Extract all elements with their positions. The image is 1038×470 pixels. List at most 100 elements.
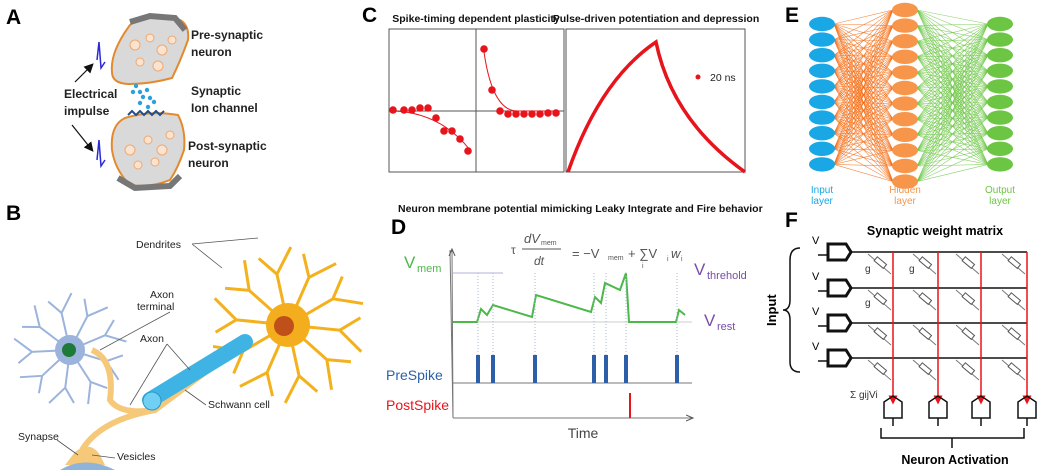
vesicles bbox=[124, 33, 177, 170]
input-buffer bbox=[826, 313, 853, 333]
panel-label-a: A bbox=[6, 6, 21, 29]
neuron-node bbox=[892, 18, 918, 33]
neuron-node bbox=[987, 16, 1013, 32]
layer-label-sub: layer bbox=[989, 196, 1011, 207]
ion bbox=[144, 87, 150, 93]
vesicle bbox=[133, 160, 143, 170]
schwann-cell bbox=[142, 334, 253, 408]
input-buffer bbox=[826, 278, 853, 298]
connection bbox=[916, 117, 989, 182]
ion bbox=[130, 89, 136, 95]
time-label: Time bbox=[568, 425, 599, 441]
eq-dv: dV bbox=[524, 231, 541, 246]
connection bbox=[916, 70, 989, 182]
connection bbox=[833, 9, 894, 134]
layer-label: Input bbox=[811, 185, 833, 196]
neuron-node bbox=[987, 110, 1013, 125]
eq-w: w bbox=[671, 246, 682, 261]
input-label: Input bbox=[764, 294, 779, 326]
stdp-point bbox=[488, 86, 496, 94]
schwann-cell-end bbox=[142, 391, 162, 411]
neuron-node bbox=[892, 65, 918, 80]
memristor bbox=[918, 256, 933, 270]
layer-label-sub: layer bbox=[811, 196, 833, 207]
neuron-node bbox=[892, 49, 918, 64]
eq-w-sub: i bbox=[681, 256, 683, 263]
potentiation-data bbox=[566, 39, 747, 174]
connection bbox=[833, 103, 894, 165]
eq-dt: dt bbox=[534, 254, 545, 268]
neuron-node bbox=[809, 63, 835, 78]
stdp-point bbox=[480, 45, 488, 53]
neuron-node bbox=[987, 32, 1013, 47]
connection bbox=[916, 23, 989, 167]
neuron-node bbox=[987, 157, 1013, 172]
stdp-point bbox=[424, 104, 432, 112]
lif-title: Neuron membrane potential mimicking Leak… bbox=[398, 203, 763, 215]
neuron-node bbox=[809, 79, 835, 94]
conductance-label: g bbox=[865, 298, 871, 309]
ion bbox=[137, 100, 143, 106]
stdp-fit-right bbox=[483, 51, 560, 112]
connection bbox=[833, 9, 894, 56]
legend-20ns: 20 ns bbox=[710, 72, 736, 84]
connection bbox=[916, 23, 989, 135]
prespike-bar bbox=[491, 355, 495, 383]
sum-label: Σ gijVi bbox=[850, 390, 878, 401]
connection bbox=[833, 9, 894, 72]
prespike-bar bbox=[675, 355, 679, 383]
panel-label-f: F bbox=[785, 209, 798, 232]
axon-terminal-label: Axon bbox=[150, 289, 174, 301]
layer-label: Hidden bbox=[889, 185, 921, 196]
postspike-label: PostSpike bbox=[386, 397, 449, 413]
input-label: V bbox=[812, 235, 820, 247]
vesicle bbox=[165, 130, 175, 140]
connection bbox=[916, 23, 989, 58]
vthreshold-sub: threhold bbox=[707, 270, 747, 282]
stdp-fit-left bbox=[391, 110, 471, 151]
orange-neuron-nucleus bbox=[274, 316, 294, 336]
weight-matrix-title: Synaptic weight matrix bbox=[867, 224, 1003, 238]
stdp-data bbox=[389, 45, 560, 155]
memristor bbox=[1007, 327, 1022, 341]
ion bbox=[151, 99, 157, 105]
neuron-node bbox=[892, 2, 918, 18]
vesicle bbox=[150, 157, 160, 167]
connection bbox=[916, 23, 989, 73]
memristor bbox=[1007, 362, 1022, 376]
neuron-node bbox=[987, 94, 1013, 110]
stdp-point bbox=[512, 110, 520, 118]
schwann-cell-label: Schwann cell bbox=[208, 399, 270, 411]
stdp-point bbox=[416, 104, 424, 112]
neuron-node bbox=[987, 126, 1013, 141]
connection bbox=[916, 23, 989, 104]
stdp-point bbox=[408, 106, 416, 114]
stdp-point bbox=[432, 114, 440, 122]
eq-vi-sub: i bbox=[667, 256, 669, 263]
output-neuron bbox=[971, 395, 991, 419]
connection bbox=[833, 9, 894, 25]
neuron-node bbox=[809, 126, 835, 141]
stdp-title: Spike-timing dependent plasticity bbox=[392, 13, 560, 25]
ion bbox=[145, 104, 151, 110]
arrow-down bbox=[71, 124, 94, 152]
neuron-node bbox=[892, 112, 918, 127]
connection bbox=[833, 164, 894, 182]
memristor bbox=[873, 256, 888, 270]
memristor bbox=[961, 292, 976, 306]
connection bbox=[916, 132, 989, 182]
eq-sum: + ∑V bbox=[628, 246, 657, 261]
connection bbox=[833, 9, 894, 87]
potentiation-depression-curve bbox=[566, 39, 747, 174]
neuron-node bbox=[892, 80, 918, 96]
vrest-label: V bbox=[704, 311, 716, 330]
pre-membrane bbox=[129, 12, 188, 32]
stdp-point bbox=[544, 109, 552, 117]
connection bbox=[833, 9, 894, 40]
neuron-node bbox=[987, 63, 1013, 78]
connection bbox=[916, 164, 989, 182]
connection bbox=[916, 55, 989, 182]
axon-terminal-label-2: terminal bbox=[137, 301, 174, 313]
